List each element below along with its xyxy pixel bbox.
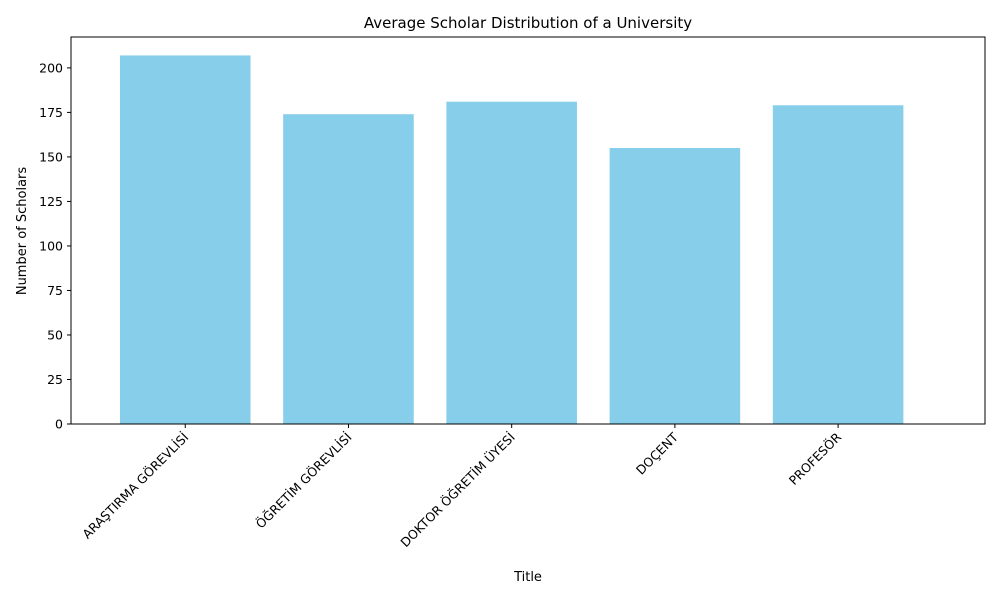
bar-1 (283, 114, 414, 424)
y-tick-label: 0 (55, 417, 63, 432)
x-tick-label: PROFESÖR (785, 429, 844, 488)
bar-4 (772, 105, 904, 424)
y-tick-label: 25 (47, 372, 63, 387)
bar-0 (119, 55, 251, 425)
x-tick-label: ÖĞRETİM GÖREVLİSİ (252, 429, 355, 532)
x-tick-label: DOKTOR ÖĞRETİM ÜYESİ (397, 429, 518, 550)
x-ticks-layer: ARAŞTIRMA GÖREVLİSİ ÖĞRETİM GÖREVLİSİ DOKT… (79, 424, 844, 550)
bar-3 (609, 148, 741, 424)
y-ticks-layer: 0 25 50 75 100 125 150 175 200 (39, 60, 71, 432)
bar-2 (446, 101, 577, 424)
y-tick-label: 125 (39, 194, 63, 209)
axes-layer (70, 36, 986, 425)
y-tick-label: 50 (47, 327, 63, 342)
y-tick-label: 200 (39, 60, 63, 75)
y-axis-title: Number of Scholars (15, 167, 30, 296)
x-tick-label: DOÇENT (633, 429, 681, 477)
y-tick-label: 150 (39, 149, 63, 164)
y-tick-label: 175 (39, 105, 63, 120)
chart-title: Average Scholar Distribution of a Univer… (364, 14, 692, 32)
y-tick-label: 75 (47, 283, 63, 298)
x-axis-title: Title (513, 570, 542, 585)
plot-frame (70, 36, 986, 425)
y-tick-label: 100 (39, 238, 63, 253)
x-tick-label: ARAŞTIRMA GÖREVLİSİ (79, 429, 192, 542)
bars-layer (119, 55, 904, 425)
